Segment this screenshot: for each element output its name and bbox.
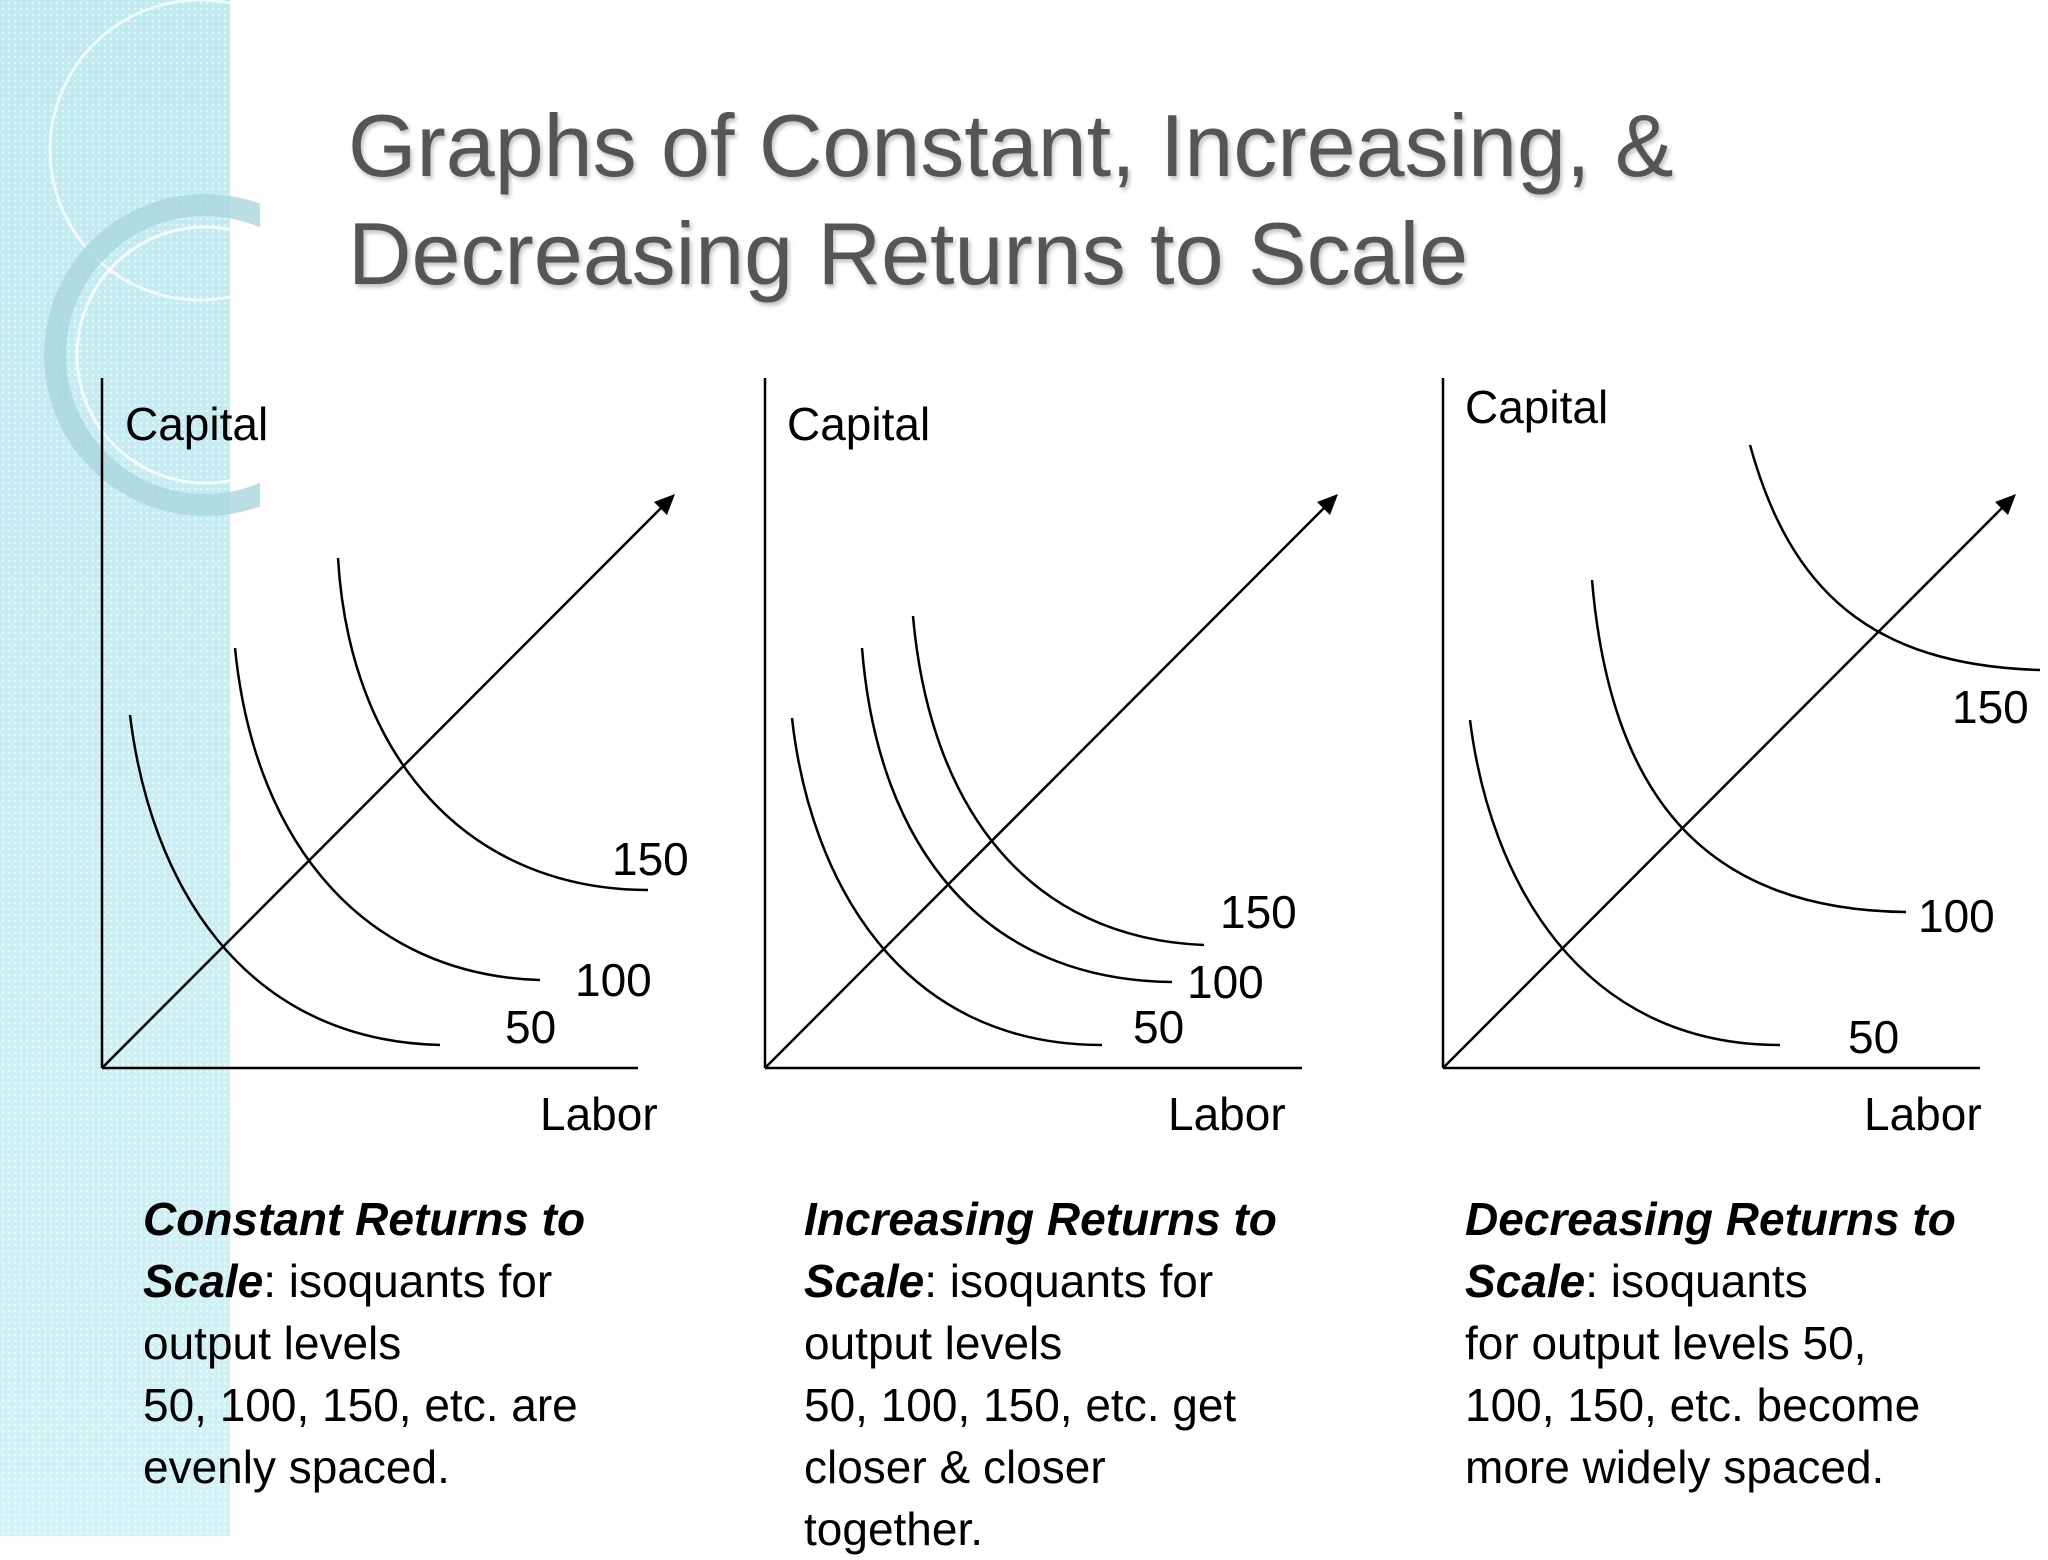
isoquant-150	[336, 557, 649, 892]
isoquant-100	[1590, 579, 1907, 914]
isoquant-100	[233, 647, 541, 982]
caption-text: : isoquants for output levels 50, 100, 1…	[143, 1255, 578, 1493]
graph-increasing-labels: Capital Labor 50 100 150	[787, 398, 1297, 1140]
caption-text: : isoquants for output levels 50, 100, 1…	[1465, 1255, 1921, 1493]
x-axis-label: Labor	[540, 1088, 658, 1140]
title-line-1: Graphs of Constant, Increasing, &	[348, 96, 1674, 195]
isoquant-150	[1748, 444, 2041, 672]
isoquant-label-50: 50	[1133, 1001, 1184, 1053]
isoquant-50	[1468, 719, 1781, 1047]
graph-increasing-arrowhead	[1317, 494, 1338, 515]
caption-heading: Increasing Returns to Scale	[804, 1193, 1277, 1307]
graph-constant-arrowhead	[654, 494, 675, 515]
isoquant-label-50: 50	[1848, 1011, 1899, 1063]
isoquant-100	[860, 647, 1173, 984]
graph-increasing	[763, 378, 1328, 1070]
graph-decreasing-arrowhead	[1995, 494, 2016, 515]
decorative-side-band	[0, 0, 230, 1536]
graph-constant-labels: Capital Labor 50 100 150	[125, 398, 689, 1140]
expansion-path	[1442, 504, 2006, 1069]
slide-title: Graphs of Constant, Increasing, & Decrea…	[348, 92, 1848, 308]
isoquant-label-150: 150	[612, 833, 689, 885]
caption-heading: Decreasing Returns to Scale	[1465, 1193, 1956, 1307]
expansion-path	[764, 504, 1328, 1069]
caption-decreasing: Decreasing Returns to Scale: isoquants f…	[1465, 1188, 2025, 1498]
graph-decreasing-labels: Capital Labor 50 100 150	[1465, 381, 2029, 1140]
caption-increasing: Increasing Returns to Scale: isoquants f…	[804, 1188, 1364, 1560]
y-axis-label: Capital	[787, 398, 930, 450]
caption-constant: Constant Returns to Scale: isoquants for…	[143, 1188, 703, 1498]
isoquant-label-50: 50	[505, 1001, 556, 1053]
isoquant-label-100: 100	[575, 954, 652, 1006]
y-axis-label: Capital	[125, 398, 268, 450]
graph-constant	[100, 378, 665, 1070]
isoquant-label-150: 150	[1220, 886, 1297, 938]
decorative-circles	[44, 0, 260, 516]
isoquant-label-100: 100	[1918, 890, 1995, 942]
y-axis-label: Capital	[1465, 381, 1608, 433]
isoquant-50	[128, 714, 441, 1047]
title-line-2: Decreasing Returns to Scale	[348, 204, 1469, 303]
isoquant-label-150: 150	[1952, 681, 2029, 733]
expansion-path	[101, 504, 665, 1069]
isoquant-50	[790, 717, 1103, 1047]
isoquant-150	[911, 615, 1205, 947]
caption-text: : isoquants for output levels 50, 100, 1…	[804, 1255, 1237, 1555]
x-axis-label: Labor	[1864, 1088, 1982, 1140]
isoquant-label-100: 100	[1187, 956, 1264, 1008]
x-axis-label: Labor	[1168, 1088, 1286, 1140]
graph-decreasing	[1441, 378, 2041, 1070]
caption-heading: Constant Returns to Scale	[143, 1193, 586, 1307]
